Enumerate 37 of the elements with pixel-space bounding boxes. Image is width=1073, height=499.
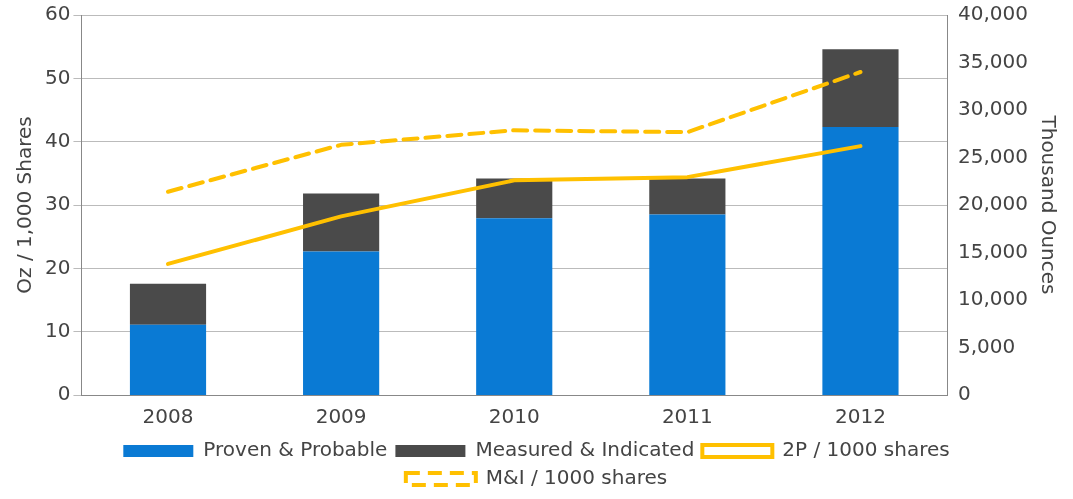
- bar: [303, 251, 380, 395]
- bar: [476, 218, 553, 395]
- y2-tick-label: 0: [958, 381, 971, 406]
- x-tick-label: 2011: [661, 404, 713, 429]
- bar: [129, 283, 207, 325]
- y-tick-label: 30: [45, 191, 71, 216]
- y-tick-label: 40: [45, 127, 71, 152]
- y-tick-label: 0: [57, 381, 71, 406]
- y2-tick-label: 20,000: [958, 191, 1028, 216]
- bar: [303, 193, 380, 252]
- bar: [822, 127, 899, 395]
- y-tick-label: 10: [45, 317, 71, 342]
- y2-tick-label: 25,000: [958, 143, 1028, 168]
- legend-label: 2P / 1000 shares: [782, 437, 950, 462]
- x-tick-label: 2009: [315, 404, 367, 429]
- y2-tick-label: 5,000: [958, 333, 1016, 358]
- y2-tick-label: 30,000: [958, 96, 1028, 121]
- bar: [649, 214, 726, 395]
- y2-tick-label: 35,000: [958, 48, 1028, 73]
- legend-label: M&I / 1000 shares: [485, 465, 668, 490]
- y-axis-title: Oz / 1,000 Shares: [12, 116, 37, 294]
- y-tick-label: 50: [45, 64, 71, 89]
- bar: [129, 324, 207, 395]
- legend-label: Measured & Indicated: [475, 437, 695, 462]
- y2-tick-label: 10,000: [958, 286, 1028, 311]
- bar: [822, 49, 899, 128]
- x-tick-label: 2012: [835, 404, 886, 429]
- line-series: [166, 70, 863, 194]
- y2-tick-label: 40,000: [958, 1, 1028, 26]
- legend-label: Proven & Probable: [203, 437, 388, 462]
- y-tick-label: 20: [45, 254, 71, 279]
- x-tick-label: 2008: [142, 404, 194, 429]
- bar: [649, 178, 726, 215]
- y2-tick-label: 15,000: [958, 238, 1028, 263]
- x-tick-label: 2010: [488, 404, 540, 429]
- y-tick-label: 60: [45, 1, 71, 26]
- y2-axis-title: Thousand Ounces: [1036, 114, 1061, 295]
